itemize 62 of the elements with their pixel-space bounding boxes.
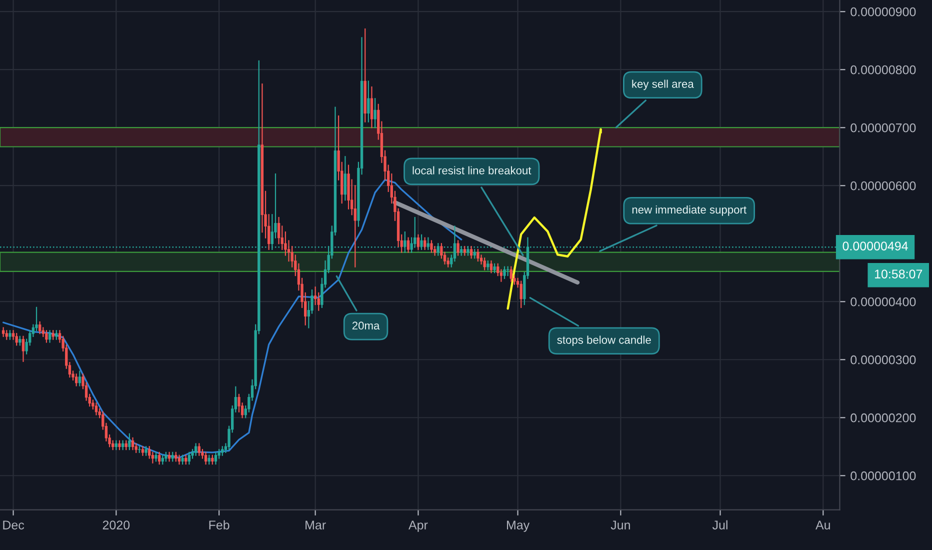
- candlestick: [406, 237, 410, 253]
- x-tick-label: Apr: [408, 520, 428, 532]
- candlestick: [430, 240, 433, 253]
- candlestick: [426, 237, 430, 250]
- annotation: stops below candle: [557, 336, 651, 346]
- candlestick: [416, 234, 420, 250]
- annotation: 20ma: [352, 322, 380, 330]
- candlestick: [94, 402, 98, 416]
- candlestick: [476, 248, 480, 262]
- candlestick: [503, 266, 506, 279]
- candlestick: [131, 437, 134, 450]
- candlestick: [510, 266, 512, 282]
- candlestick: [374, 98, 376, 128]
- candlestick: [344, 156, 347, 201]
- candlestick: [198, 443, 200, 456]
- y-tick-label: 0.00000200: [850, 413, 916, 422]
- candlestick: [78, 370, 82, 386]
- y-tick-label: 0.00000100: [850, 471, 916, 480]
- annotation: local resist line breakout: [412, 166, 532, 174]
- candlestick: [15, 332, 18, 346]
- candlestick: [490, 260, 493, 274]
- candlestick: [214, 452, 218, 465]
- candlestick: [45, 330, 48, 343]
- y-tick-label: 0.00000700: [850, 123, 916, 132]
- candlestick: [470, 246, 473, 259]
- candlestick: [456, 240, 460, 256]
- candlestick: [188, 452, 191, 465]
- x-tick-label: Feb: [209, 520, 230, 530]
- candlestick: [178, 454, 181, 465]
- y-tick-label: 0.00000800: [850, 65, 916, 74]
- x-tick-label: Dec: [3, 520, 24, 530]
- annotation: key sell area: [632, 80, 694, 90]
- text: 10:58:07: [874, 270, 922, 278]
- y-tick-label: 0.00000900: [850, 7, 916, 16]
- x-tick-label: 2020: [102, 520, 130, 530]
- x-tick-label: May: [507, 520, 530, 532]
- candlestick: [138, 446, 141, 453]
- candlestick: [168, 452, 171, 462]
- candlestick: [367, 80, 370, 122]
- candlestick: [141, 446, 144, 456]
- candlestick: [48, 330, 52, 343]
- y-tick-label: 0.00000300: [850, 355, 916, 364]
- x-tick-label: Au: [816, 520, 830, 530]
- candlestick: [194, 443, 198, 456]
- ref-line-label: 0.00000494: [842, 242, 908, 250]
- candlestick: [204, 452, 208, 465]
- candlestick: [436, 243, 440, 256]
- x-tick-label: Mar: [306, 520, 326, 530]
- candlestick: [424, 237, 426, 250]
- candlestick: [158, 452, 161, 465]
- candlestick: [128, 433, 131, 450]
- x-tick-label: Jul: [712, 520, 728, 530]
- y-tick-label: 0.00000600: [850, 181, 916, 190]
- candlestick: [38, 321, 42, 334]
- y-tick-label: 0.00000400: [850, 297, 916, 306]
- candlestick: [370, 86, 374, 128]
- x-tick-label: Jun: [610, 520, 630, 530]
- annotation: new immediate support: [632, 205, 746, 216]
- candlestick: [520, 280, 522, 308]
- candlestick: [483, 258, 486, 270]
- candlestick: [74, 374, 78, 386]
- candlestick: [22, 336, 25, 362]
